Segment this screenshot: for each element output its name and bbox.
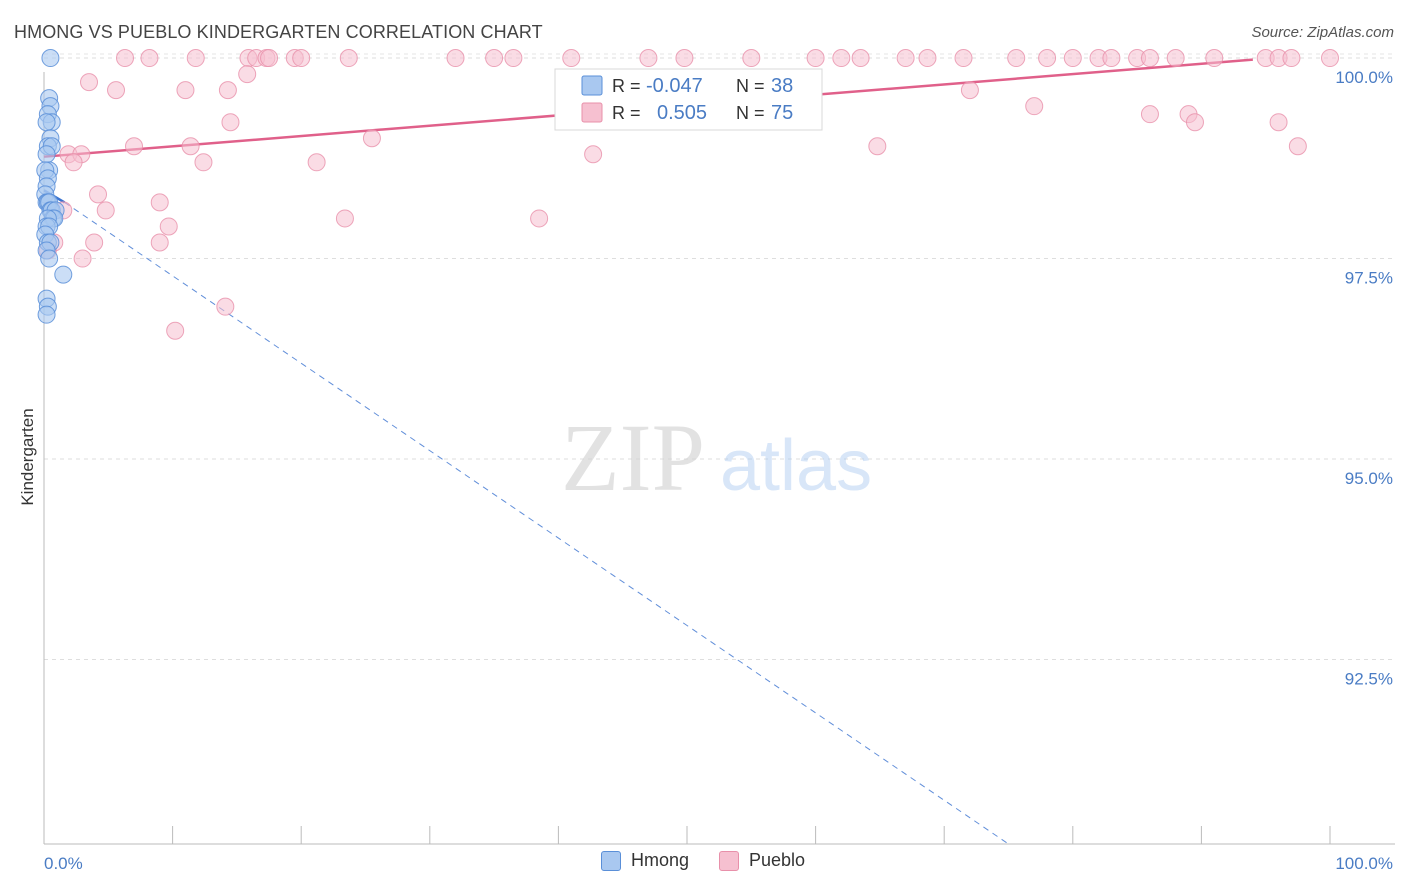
pueblo-point	[1185, 113, 1204, 132]
pueblo-point	[238, 65, 257, 84]
x-tick-label: 100.0%	[1335, 854, 1393, 873]
legend-item-pueblo[interactable]: Pueblo	[718, 850, 806, 871]
stats-box: R = -0.047 N = 38 R = 0.505 N = 75	[554, 68, 823, 131]
pueblo-point	[159, 217, 178, 236]
legend: Hmong Pueblo	[0, 850, 1406, 871]
pueblo-point	[562, 49, 581, 68]
pueblo-point	[307, 153, 326, 172]
source-credit: Source: ZipAtlas.com	[1251, 24, 1394, 41]
y-tick-label: 100.0%	[1335, 68, 1393, 87]
pueblo-point	[868, 137, 887, 156]
pueblo-point	[530, 209, 549, 228]
legend-label-pueblo: Pueblo	[748, 850, 806, 870]
stats-r-value-hmong: -0.047	[646, 75, 703, 97]
hmong-trend-dashed	[64, 201, 1009, 845]
pueblo-point	[806, 49, 825, 68]
pueblo-point	[639, 49, 658, 68]
stats-n-value-pueblo: 75	[771, 102, 793, 124]
pueblo-point	[896, 49, 915, 68]
stats-r-label-pueblo: R =	[612, 103, 641, 123]
pueblo-point	[1269, 113, 1288, 132]
pueblo-point	[851, 49, 870, 68]
pueblo-point	[504, 49, 523, 68]
hmong-point	[37, 145, 56, 164]
pueblo-point	[742, 49, 761, 68]
pueblo-point	[194, 153, 213, 172]
hmong-point	[40, 249, 59, 268]
pueblo-point	[221, 113, 240, 132]
pueblo-point	[150, 193, 169, 212]
pueblo-point	[1140, 49, 1159, 68]
y-tick-label: 95.0%	[1345, 469, 1393, 488]
hmong-point	[37, 113, 56, 132]
legend-swatch-pueblo	[718, 850, 739, 871]
chart-title: HMONG VS PUEBLO KINDERGARTEN CORRELATION…	[14, 22, 543, 42]
legend-label-hmong: Hmong	[630, 850, 689, 870]
pueblo-point	[186, 49, 205, 68]
stats-n-value-hmong: 38	[771, 75, 793, 97]
watermark-zip: ZIP	[561, 404, 705, 511]
pueblo-point	[176, 81, 195, 100]
pueblo-point	[64, 153, 83, 172]
pueblo-point	[954, 49, 973, 68]
stats-swatch-hmong	[581, 75, 603, 96]
stats-r-label-hmong: R =	[612, 76, 641, 96]
pueblo-point	[960, 81, 979, 100]
pueblo-point	[89, 185, 108, 204]
pueblo-point	[107, 81, 126, 100]
hmong-point	[41, 49, 60, 68]
pueblo-point	[85, 233, 104, 252]
pueblo-point	[339, 49, 358, 68]
pueblo-point	[1288, 137, 1307, 156]
stats-n-label-pueblo: N =	[736, 103, 765, 123]
pueblo-point	[446, 49, 465, 68]
pueblo-point	[216, 297, 235, 316]
pueblo-point	[1038, 49, 1057, 68]
pueblo-point	[1102, 49, 1121, 68]
pueblo-point	[584, 145, 603, 164]
stats-swatch-pueblo	[581, 102, 603, 123]
legend-swatch-hmong	[600, 850, 621, 871]
stats-r-value-pueblo: 0.505	[657, 102, 707, 124]
y-axis-label: Kindergarten	[18, 408, 37, 505]
pueblo-point	[181, 137, 200, 156]
pueblo-point	[362, 129, 381, 148]
x-tick-label: 0.0%	[44, 854, 83, 873]
pueblo-point	[1321, 49, 1339, 68]
pueblo-point	[218, 81, 237, 100]
pueblo-point	[73, 249, 92, 268]
legend-item-hmong[interactable]: Hmong	[600, 850, 689, 871]
pueblo-point	[125, 137, 144, 156]
pueblo-point	[832, 49, 851, 68]
pueblo-point	[166, 321, 185, 340]
pueblo-point	[1166, 49, 1185, 68]
pueblo-point	[1140, 105, 1159, 124]
pueblo-point	[140, 49, 159, 68]
pueblo-point	[292, 49, 311, 68]
y-tick-label: 97.5%	[1345, 269, 1393, 288]
pueblo-point	[1063, 49, 1082, 68]
gridlines	[44, 53, 1395, 661]
pueblo-point	[260, 49, 279, 68]
pueblo-point	[335, 209, 354, 228]
y-tick-label: 92.5%	[1345, 670, 1393, 689]
pueblo-point	[80, 73, 99, 92]
pueblo-point	[1007, 49, 1026, 68]
pueblo-point	[675, 49, 694, 68]
hmong-point	[54, 265, 73, 284]
pueblo-point	[1282, 49, 1301, 68]
pueblo-point	[96, 201, 115, 220]
pueblo-point	[116, 49, 135, 68]
pueblo-point	[1025, 97, 1044, 116]
hmong-point	[37, 305, 56, 324]
watermark-atlas: atlas	[720, 426, 872, 506]
stats-n-label-hmong: N =	[736, 76, 765, 96]
pueblo-point	[150, 233, 169, 252]
pueblo-point	[485, 49, 504, 68]
pueblo-point	[1205, 49, 1224, 68]
data-points	[36, 49, 1339, 340]
pueblo-point	[918, 49, 937, 68]
